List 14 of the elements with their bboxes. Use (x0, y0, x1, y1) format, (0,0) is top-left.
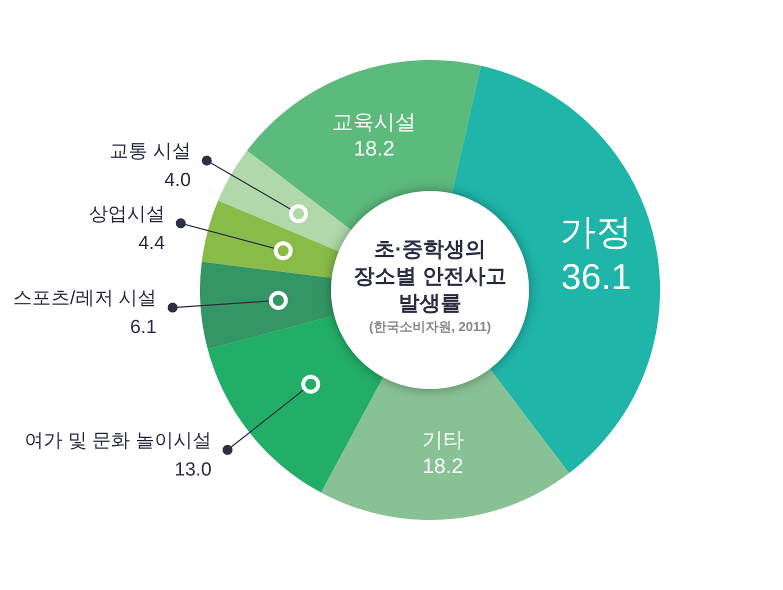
slice-value: 4.0 (164, 170, 191, 192)
slice-value: 18.2 (354, 137, 394, 160)
slice-label: 상업시설 (88, 204, 165, 225)
slice-label: 교통 시설 (110, 141, 191, 162)
slice-label: 여가 및 문화 놀이시설 (24, 430, 212, 452)
slice-label: 스포츠/레저 시설 (13, 288, 157, 310)
slice-value: 18.2 (422, 455, 464, 478)
slice-value: 6.1 (130, 317, 157, 338)
slice-label: 가정 (560, 211, 632, 252)
slice-value: 13.0 (174, 459, 212, 480)
slice-label: 교육시설 (332, 111, 416, 134)
slice-value: 4.4 (138, 232, 165, 254)
slice-value: 36.1 (561, 256, 632, 298)
slice-label: 기타 (422, 428, 464, 452)
